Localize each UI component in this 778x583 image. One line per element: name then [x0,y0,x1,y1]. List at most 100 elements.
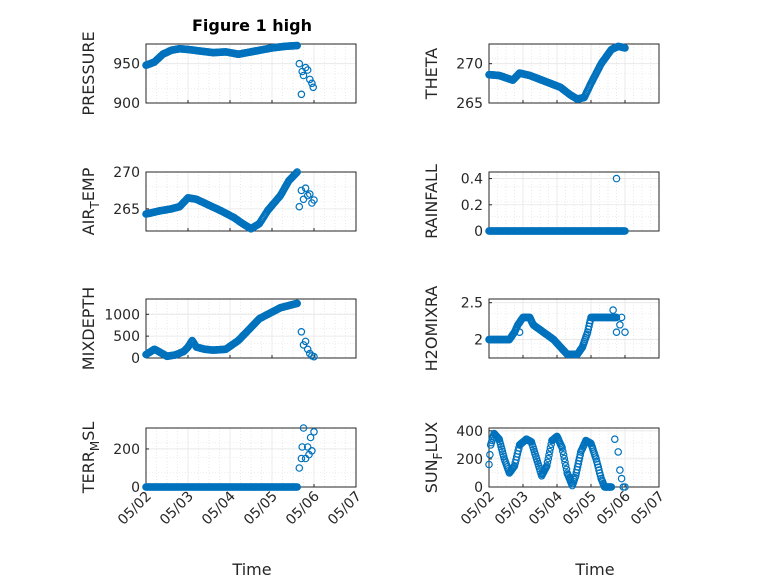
data-point [524,313,532,322]
x-tick-label: 05/05 [560,489,600,529]
data-point [621,328,629,337]
data-point [310,427,318,436]
data-point [291,170,300,178]
y-tick-label: 1000 [104,307,140,323]
data-point [560,454,569,463]
data-point [542,462,551,470]
data-point [293,41,302,50]
data-point [310,352,318,361]
data-point [617,313,626,322]
data-point [303,191,312,200]
data-point [303,66,312,74]
chart-panel-air_temp: 265 270 AIRTEMP [79,165,357,235]
data-point [301,63,310,72]
data-point [614,448,623,456]
chart-panel-sun_flux: 020040005/0205/0305/0405/0505/0605/07SUN… [422,422,668,529]
data-point [301,337,310,346]
data-point [607,483,616,491]
data-point [546,444,555,452]
data-point [562,465,571,474]
y-tick-label: 950 [113,57,140,73]
data-point [617,474,626,483]
x-tick-label: 05/04 [199,488,239,528]
y-axis-label: PRESSURE [79,31,98,115]
data-point [295,464,304,472]
x-tick-label: 05/03 [492,489,532,529]
data-point [545,451,553,459]
x-tick-label: 05/04 [526,488,566,528]
y-tick-label: 270 [113,165,140,181]
data-point [616,320,624,329]
x-tick-label: 05/07 [628,489,668,529]
data-point [493,433,502,442]
data-point [520,313,529,322]
data-point [308,79,316,88]
data-point [292,169,301,177]
y-tick-label: 2.5 [461,296,483,312]
data-point [303,443,312,451]
data-point [298,443,307,451]
data-point [485,460,493,469]
data-point [303,345,312,354]
y-axis-label: MIXDEPTH [79,287,98,370]
data-point [293,299,302,308]
data-point [558,443,566,452]
data-point [305,75,314,84]
data-point [558,447,567,456]
data-point [293,168,302,176]
y-tick-label: 0.2 [461,198,483,214]
data-point [612,328,621,337]
y-tick-label: 265 [113,202,140,218]
data-point [544,454,553,463]
y-tick-label: 0 [131,351,140,367]
chart-panel-rainfall: 0 0.2 0.4 RAINFALL [422,164,660,240]
y-axis-label: RAINFALL [422,164,441,239]
y-tick-label: 270 [456,57,483,73]
data-point [310,196,318,204]
y-tick-label: 900 [113,96,140,112]
data-point [297,454,306,463]
data-point [305,190,314,198]
data-point [543,458,552,467]
y-axis-label: THETA [422,48,441,100]
x-axis-label-left: Time [231,560,271,579]
y-tick-label: 400 [456,424,483,440]
data-point [612,313,621,322]
data-point [616,466,624,474]
y-tick-label: 0 [131,480,140,496]
chart-panel-pressure: 900 950 PRESSURE [79,31,357,116]
data-point [306,433,315,442]
y-tick-label: 265 [456,96,483,112]
data-point [295,59,304,68]
data-point [621,227,629,235]
chart-panel-h2omixra: 2 2.5 H2OMIXRA [422,286,660,372]
data-point [486,450,494,459]
data-point [293,483,302,491]
data-point [301,184,310,193]
axes-box [145,298,357,359]
x-tick-label: 05/07 [325,489,365,529]
x-tick-label: 05/06 [283,488,323,528]
data-point [621,483,629,491]
data-point [612,174,621,183]
data-point [515,328,524,337]
figure-title: Figure 1 high [192,16,312,35]
data-point [621,44,629,52]
data-point [559,451,568,459]
x-axis-label-right: Time [574,560,614,579]
data-point [299,195,308,204]
chart-panel-theta: 265 270 THETA [422,42,660,112]
y-tick-label: 2 [474,333,483,349]
y-axis-label: AIRTEMP [79,167,102,235]
y-axis-label: H2OMIXRA [422,286,441,372]
data-point [299,71,308,80]
y-tick-label: 0 [474,480,483,496]
data-point [297,186,306,195]
data-point [610,435,619,444]
data-point [295,202,304,211]
data-point [561,461,570,470]
y-tick-label: 200 [456,452,483,468]
